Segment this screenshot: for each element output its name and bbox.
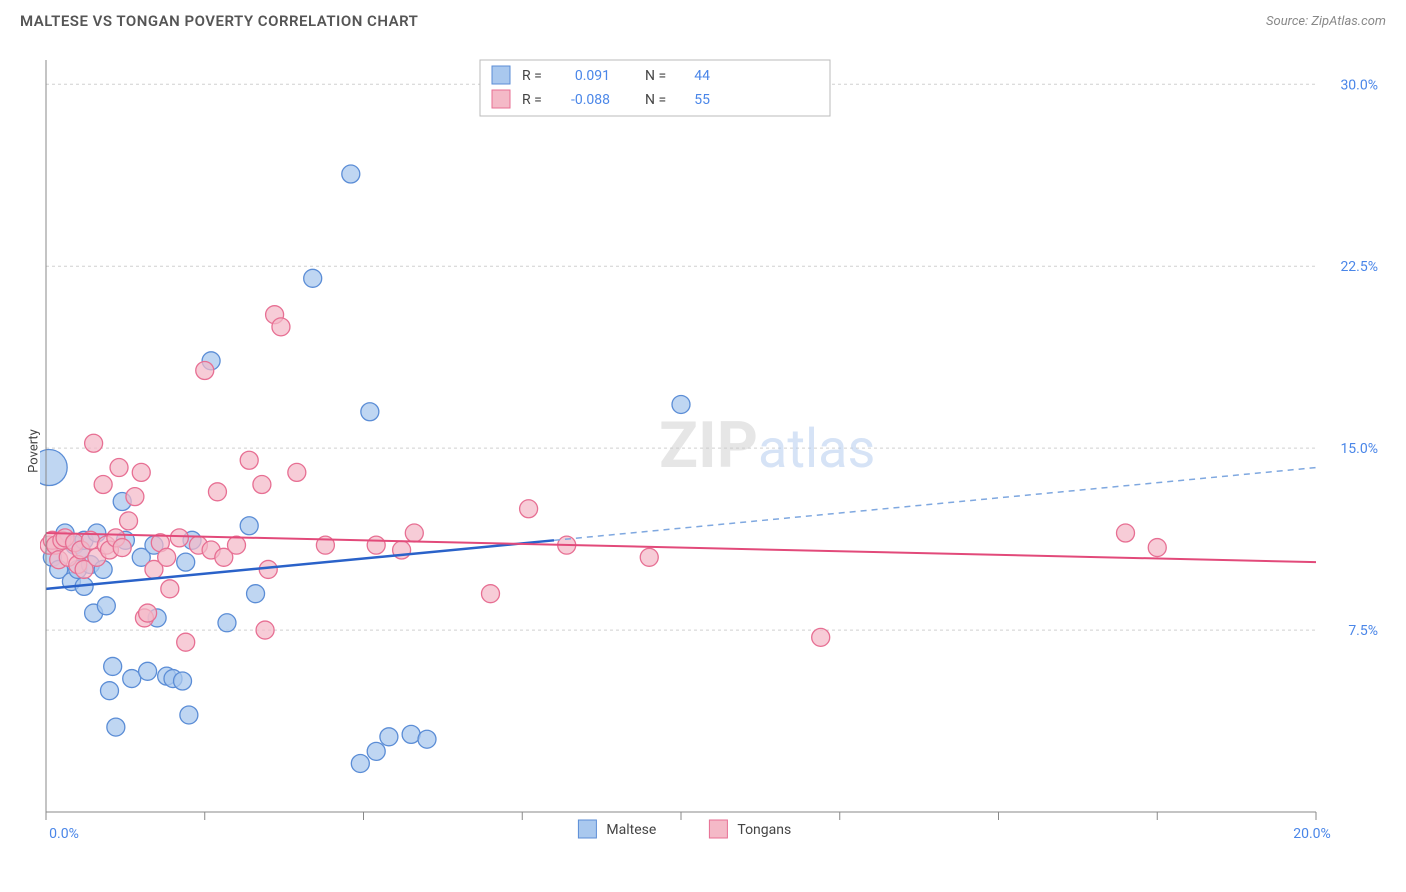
chart-source: Source: ZipAtlas.com [1266, 14, 1386, 29]
data-point [158, 548, 176, 566]
data-point [240, 517, 258, 535]
data-point [208, 483, 226, 501]
stats-label: N = [645, 68, 666, 84]
data-point [177, 553, 195, 571]
stats-label: R = [522, 68, 542, 84]
data-point [418, 730, 436, 748]
data-point [380, 728, 398, 746]
data-point [94, 476, 112, 494]
data-point [304, 269, 322, 287]
data-point [177, 633, 195, 651]
data-point [367, 742, 385, 760]
stats-r-value: -0.088 [571, 92, 610, 108]
data-point [196, 362, 214, 380]
data-point [180, 706, 198, 724]
data-point [256, 621, 274, 639]
data-point [253, 476, 271, 494]
data-point [1117, 524, 1135, 542]
x-tick-label: 20.0% [1293, 826, 1331, 842]
stats-n-value: 44 [694, 68, 710, 84]
data-point [402, 725, 420, 743]
stats-n-value: 55 [694, 92, 710, 108]
data-point [170, 529, 188, 547]
legend-swatch [709, 820, 727, 838]
data-point [228, 536, 246, 554]
data-point [104, 657, 122, 675]
chart-title: MALTESE VS TONGAN POVERTY CORRELATION CH… [20, 12, 418, 30]
data-point [40, 450, 67, 486]
stats-label: N = [645, 92, 666, 108]
legend-swatch [578, 820, 596, 838]
data-point [1148, 539, 1166, 557]
y-tick-label: 15.0% [1340, 441, 1378, 457]
data-point [218, 614, 236, 632]
stats-r-value: 0.091 [575, 68, 610, 84]
data-point [482, 585, 500, 603]
data-point [240, 451, 258, 469]
legend-label: Tongans [737, 822, 791, 838]
data-point [367, 536, 385, 554]
data-point [161, 580, 179, 598]
data-point [113, 539, 131, 557]
watermark: ZIPatlas [659, 408, 875, 483]
data-point [272, 318, 290, 336]
data-point [85, 434, 103, 452]
data-point [97, 597, 115, 615]
data-point [174, 672, 192, 690]
data-point [351, 754, 369, 772]
data-point [812, 628, 830, 646]
data-point [107, 718, 125, 736]
stats-swatch [492, 90, 510, 108]
legend-label: Maltese [606, 822, 656, 838]
y-axis-label: Poverty [26, 429, 41, 473]
x-tick-label: 0.0% [49, 826, 79, 842]
y-tick-label: 7.5% [1348, 623, 1378, 639]
data-point [120, 512, 138, 530]
data-point [342, 165, 360, 183]
data-point [101, 682, 119, 700]
stats-label: R = [522, 92, 542, 108]
data-point [110, 459, 128, 477]
data-point [126, 488, 144, 506]
data-point [132, 463, 150, 481]
chart-area: Poverty 7.5%15.0%22.5%30.0%ZIPatlas0.0%2… [40, 50, 1386, 852]
y-tick-label: 22.5% [1340, 259, 1378, 275]
data-point [361, 403, 379, 421]
scatter-plot: 7.5% 15.0% 22.5% 30.0% ZIPatlas 0.0% 20.0% R = 0… [40, 50, 1386, 852]
y-tick-label: 30.0% [1340, 77, 1378, 93]
data-point [247, 585, 265, 603]
data-point [520, 500, 538, 518]
stats-swatch [492, 66, 510, 84]
data-point [288, 463, 306, 481]
data-point [405, 524, 423, 542]
data-point [672, 395, 690, 413]
data-point [139, 662, 157, 680]
data-point [139, 604, 157, 622]
data-point [640, 548, 658, 566]
